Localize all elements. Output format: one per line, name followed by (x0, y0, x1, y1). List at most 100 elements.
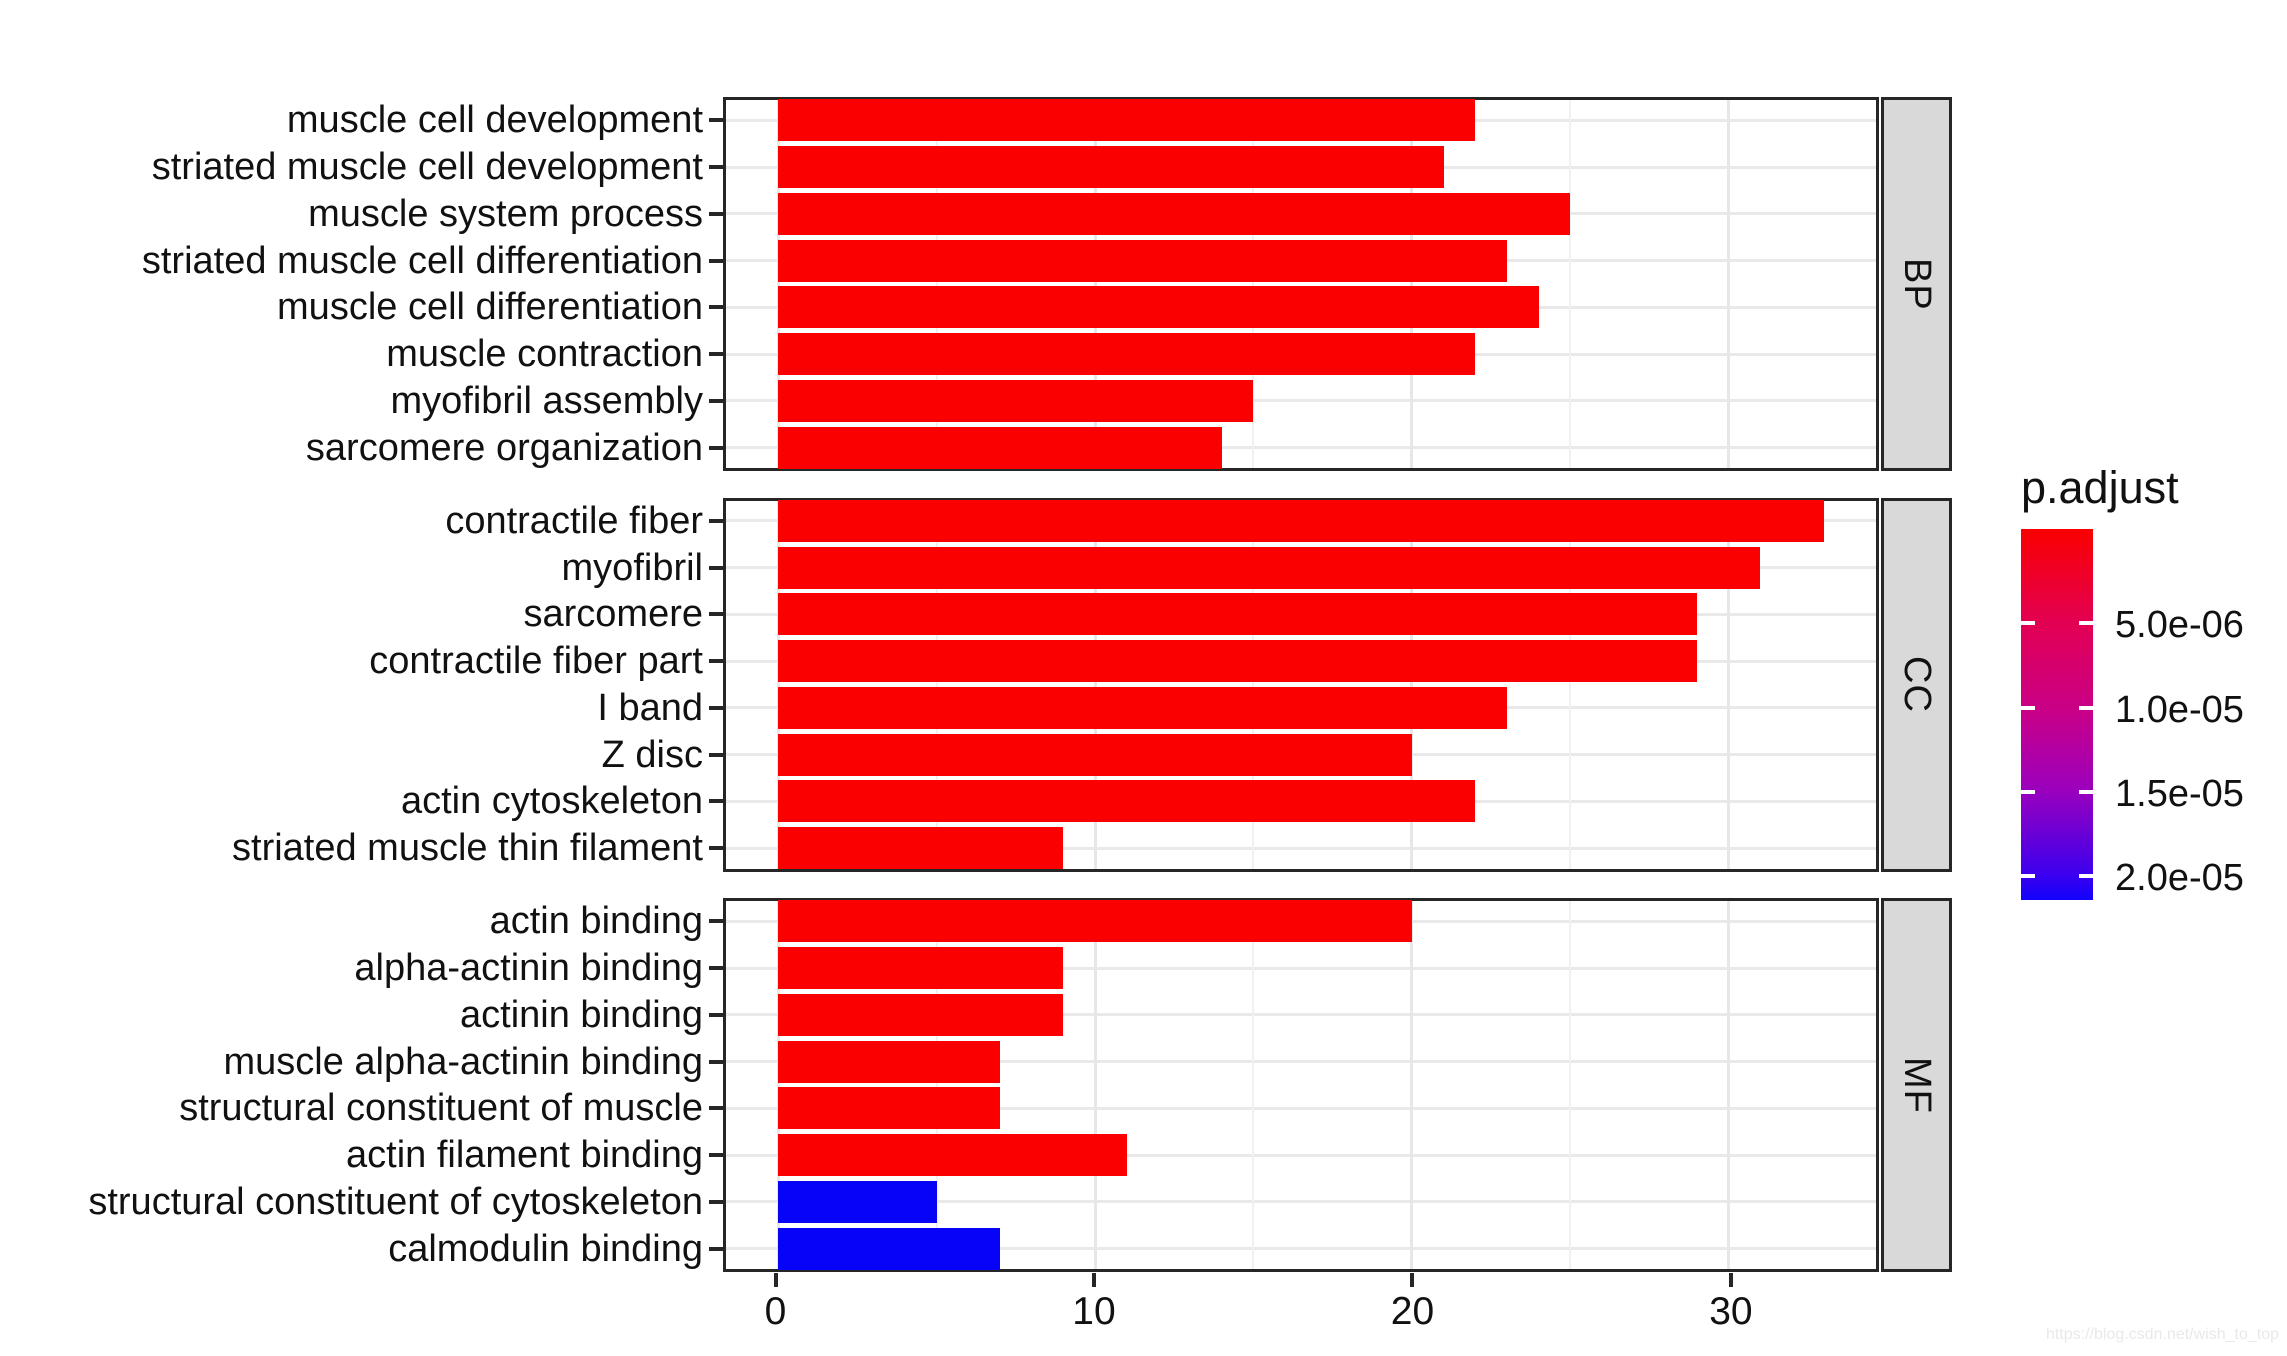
gridline-horizontal (726, 1106, 1876, 1110)
gridline-horizontal (726, 1060, 1876, 1064)
y-axis-tick (709, 518, 723, 523)
legend-tick-mark (2079, 705, 2093, 710)
y-axis-label: contractile fiber part (369, 640, 703, 683)
gridline-horizontal (726, 846, 1876, 850)
y-axis-tick (709, 1012, 723, 1017)
legend-tick-label: 2.0e-05 (2115, 856, 2244, 899)
legend-tick-mark (2079, 620, 2093, 625)
bar (778, 546, 1761, 589)
gridline-vertical (1410, 901, 1414, 1269)
gridline-horizontal (726, 399, 1876, 403)
y-axis-tick (709, 118, 723, 123)
y-axis-tick (709, 352, 723, 357)
y-axis-label: sarcomere organization (305, 426, 703, 469)
bar (778, 1227, 1001, 1270)
bar (778, 379, 1254, 422)
gridline-vertical (1093, 100, 1097, 468)
bar (778, 593, 1697, 636)
gridline-vertical (1727, 901, 1731, 1269)
facet-panel-mf (723, 898, 1879, 1272)
facet-panel-cc (723, 497, 1879, 872)
y-axis-label: muscle system process (308, 192, 703, 235)
bar (778, 286, 1539, 329)
bar (778, 1040, 1001, 1083)
gridline-horizontal (726, 1153, 1876, 1157)
gridline-vertical (776, 901, 780, 1269)
facet-strip-bp: BP (1881, 97, 1952, 471)
bar (778, 1134, 1127, 1177)
legend-tick-label: 5.0e-06 (2115, 603, 2244, 646)
gridline-vertical (935, 500, 938, 869)
bar (778, 900, 1412, 943)
x-tick-label: 0 (764, 1290, 787, 1333)
y-axis-label: striated muscle thin filament (232, 827, 703, 870)
y-axis-label: muscle cell differentiation (277, 286, 703, 329)
y-axis-label: Z disc (601, 733, 703, 776)
bar (778, 333, 1476, 376)
bar (778, 947, 1064, 990)
gridline-horizontal (726, 1247, 1876, 1251)
bar (778, 426, 1222, 469)
gridline-vertical (1410, 500, 1414, 869)
bar (778, 99, 1476, 142)
legend-tick-mark (2079, 790, 2093, 795)
y-axis-tick (709, 211, 723, 216)
y-axis-label: muscle cell development (286, 99, 703, 142)
gridline-vertical (1727, 500, 1731, 869)
gridline-vertical (1569, 901, 1572, 1269)
gridline-vertical (1569, 100, 1572, 468)
legend-tick-mark (2021, 790, 2035, 795)
bar (778, 827, 1064, 870)
legend-tick-mark (2021, 873, 2035, 878)
y-axis-label: contractile fiber (445, 499, 703, 542)
facet-strip-mf: MF (1881, 898, 1952, 1272)
legend-tick-mark (2079, 873, 2093, 878)
y-axis-label: actin cytoskeleton (400, 780, 703, 823)
y-axis-tick (709, 445, 723, 450)
gridline-horizontal (726, 1200, 1876, 1204)
bar (778, 733, 1412, 776)
y-axis-label: muscle alpha-actinin binding (223, 1040, 703, 1083)
legend-title: p.adjust (2021, 462, 2179, 513)
y-axis-tick (709, 612, 723, 617)
y-axis-tick (709, 752, 723, 757)
gridline-vertical (1252, 500, 1255, 869)
y-axis-tick (709, 1199, 723, 1204)
gridline-vertical (1410, 100, 1414, 468)
strip-label: CC (1896, 656, 1938, 713)
facet-panel-bp (723, 97, 1879, 471)
gridline-vertical (1093, 901, 1097, 1269)
y-axis-label: striated muscle cell differentiation (141, 239, 703, 282)
bar (778, 499, 1824, 542)
x-axis-tick (1410, 1273, 1415, 1287)
y-axis-label: striated muscle cell development (151, 146, 703, 189)
y-axis-tick (709, 1059, 723, 1064)
gridline-horizontal (726, 446, 1876, 450)
watermark: https://blog.csdn.net/wish_to_top (2045, 1326, 2279, 1343)
legend-tick-label: 1.0e-05 (2115, 688, 2244, 731)
y-axis-tick (709, 258, 723, 263)
y-axis-tick (709, 705, 723, 710)
y-axis-label: myofibril (561, 546, 703, 589)
y-axis-label: sarcomere (523, 593, 704, 636)
y-axis-tick (709, 398, 723, 403)
legend: p.adjust 5.0e-06 1.0e-05 1.5e-05 2.0e-05 (2021, 462, 2287, 932)
x-tick-label: 20 (1390, 1290, 1435, 1333)
legend-colorbar (2021, 529, 2093, 900)
legend-tick-mark (2021, 620, 2035, 625)
y-axis-label: actin filament binding (346, 1134, 703, 1177)
x-axis-tick (1728, 1273, 1733, 1287)
y-axis-label: structural constituent of cytoskeleton (88, 1180, 703, 1223)
y-axis-label: I band (597, 686, 703, 729)
y-axis-tick (709, 659, 723, 664)
facet-strip-cc: CC (1881, 497, 1952, 872)
bar (778, 239, 1507, 282)
strip-label: MF (1896, 1056, 1938, 1114)
bar (778, 1180, 937, 1223)
y-axis-tick (709, 1106, 723, 1111)
gridline-vertical (1093, 500, 1097, 869)
y-axis-tick (709, 1153, 723, 1158)
legend-tick-mark (2021, 705, 2035, 710)
gridline-vertical (1252, 901, 1255, 1269)
y-axis-label: myofibril assembly (390, 379, 703, 422)
